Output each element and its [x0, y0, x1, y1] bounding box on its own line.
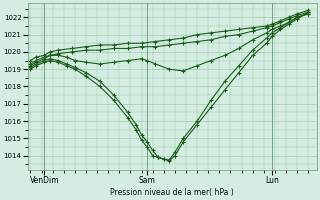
X-axis label: Pression niveau de la mer( hPa ): Pression niveau de la mer( hPa )	[110, 188, 234, 197]
